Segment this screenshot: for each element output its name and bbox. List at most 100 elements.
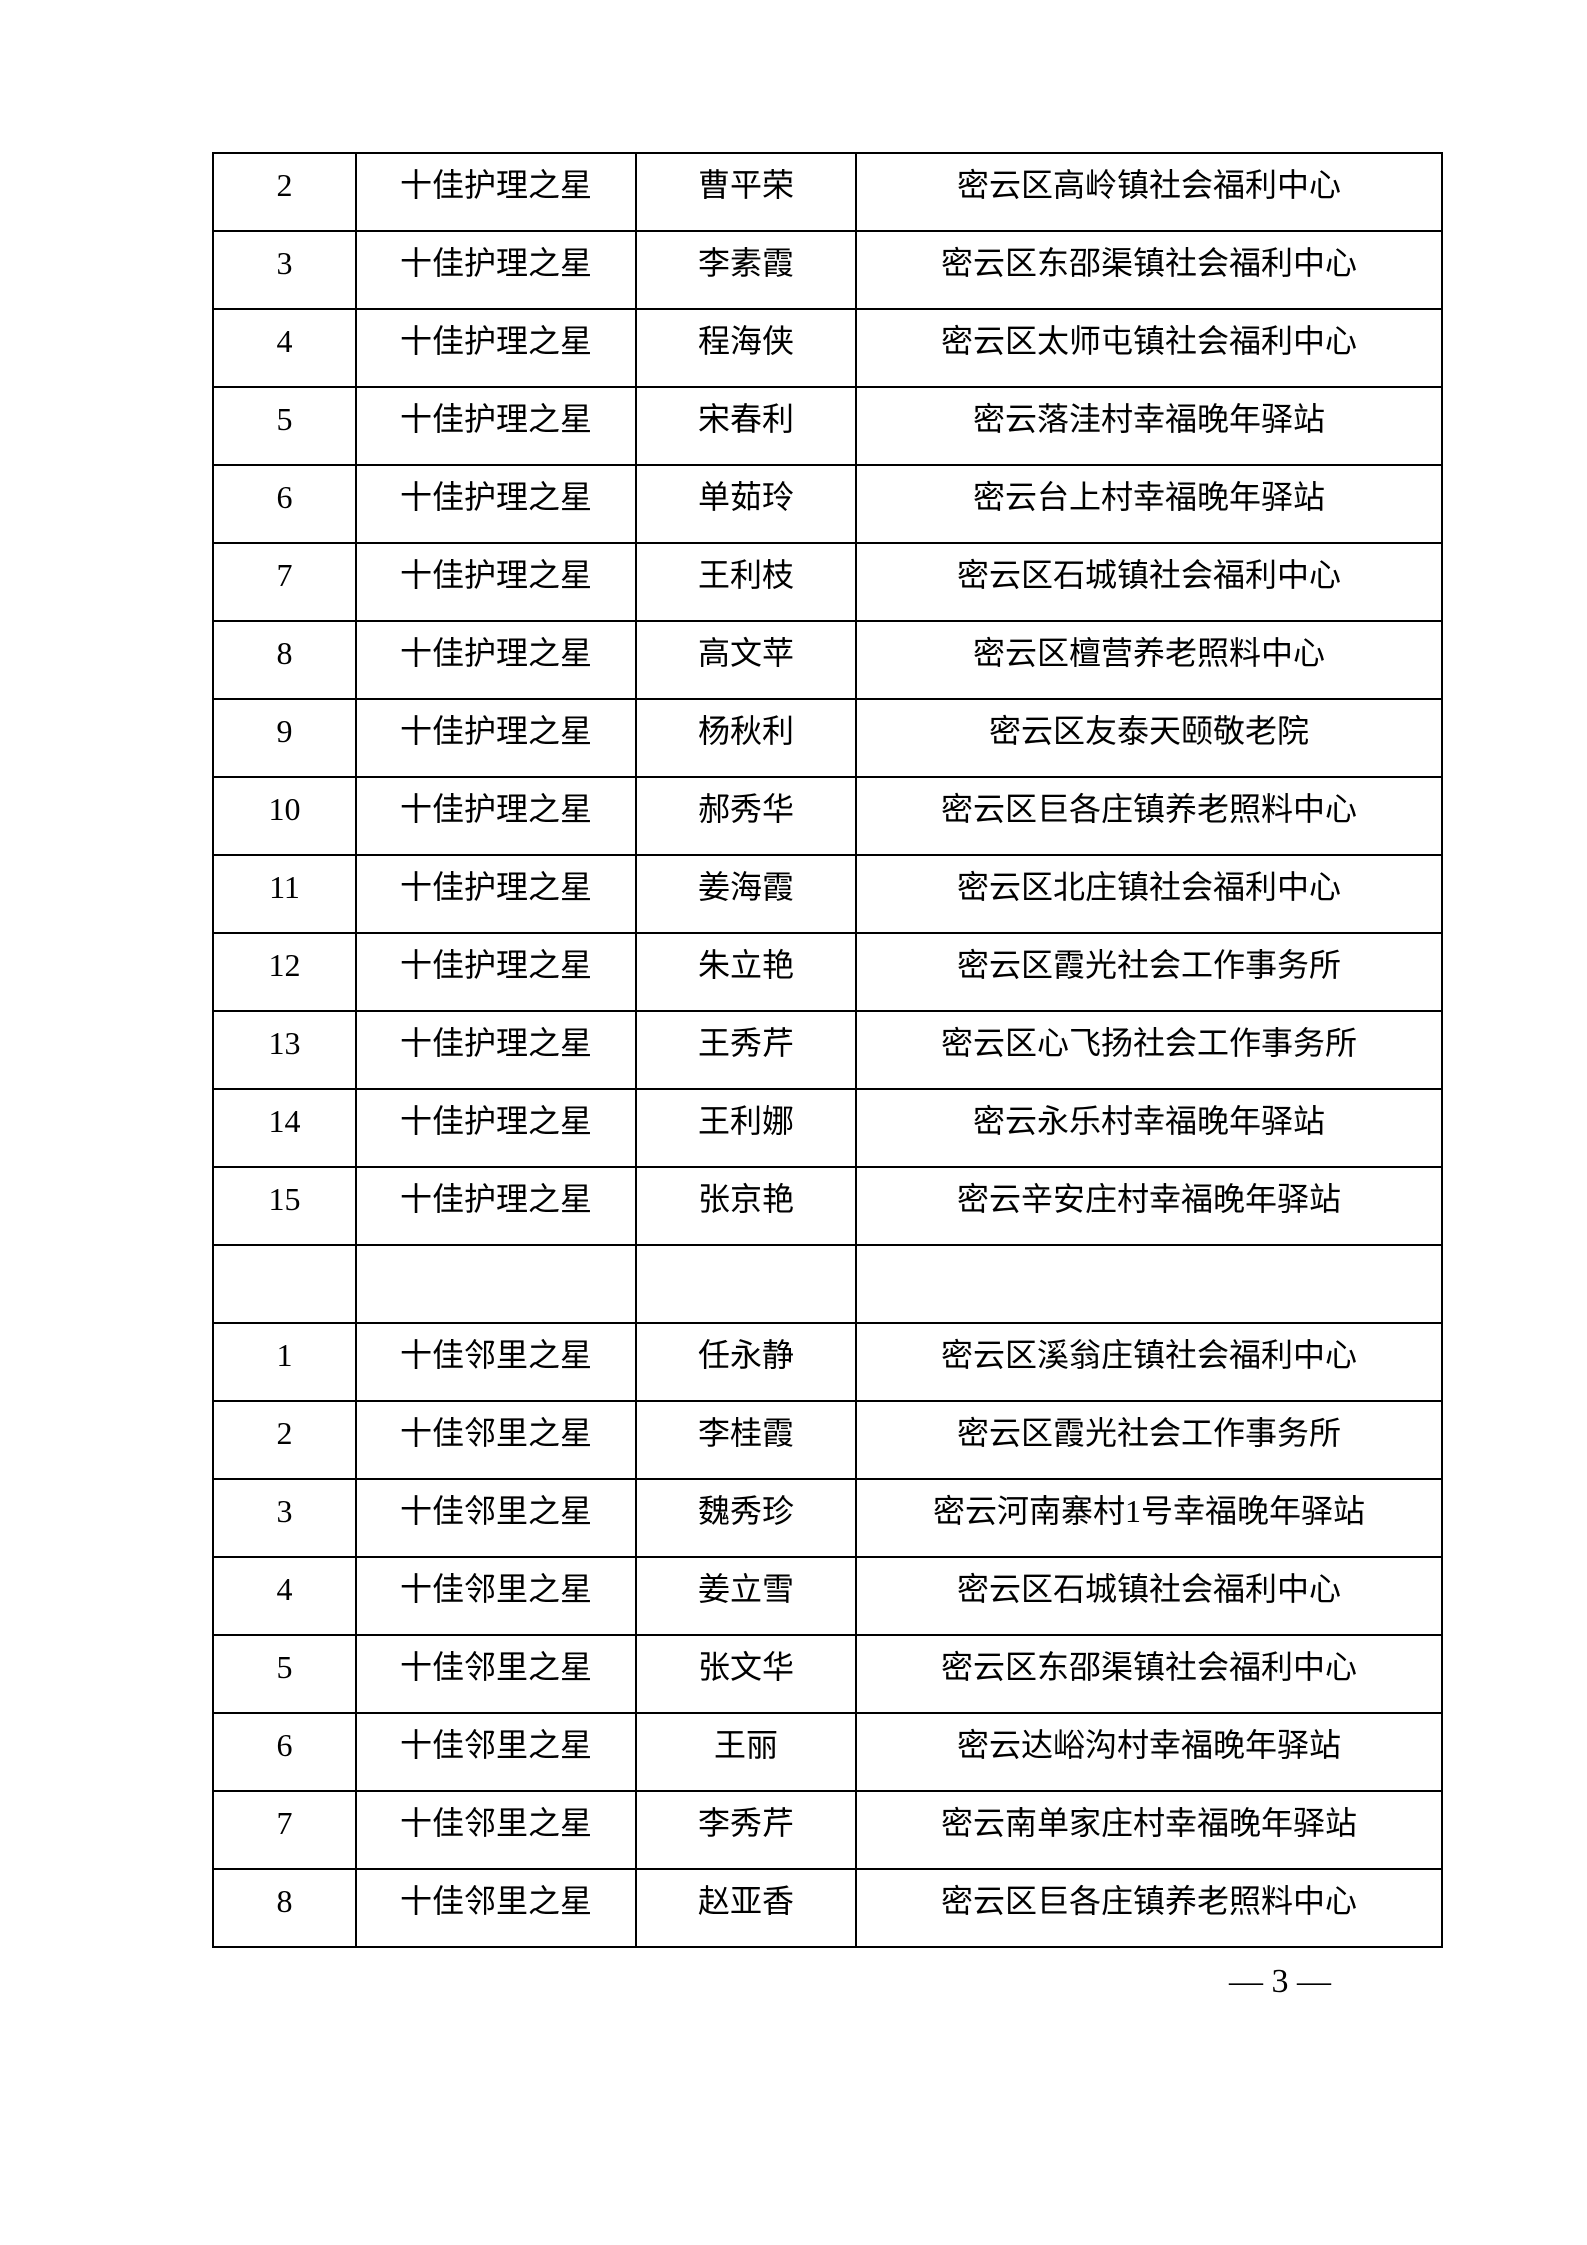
table-row: 9 十佳护理之星 杨秋利 密云区友泰天颐敬老院 [212,698,1443,778]
cell-number: 13 [212,1010,357,1090]
cell-person-name: 李桂霞 [635,1400,857,1480]
cell-person-name: 高文苹 [635,620,857,700]
cell-organization: 密云落洼村幸福晚年驿站 [855,386,1443,466]
cell-number: 8 [212,620,357,700]
cell-award-title: 十佳邻里之星 [355,1790,637,1870]
cell-organization: 密云区友泰天颐敬老院 [855,698,1443,778]
table-row: 5 十佳护理之星 宋春利 密云落洼村幸福晚年驿站 [212,386,1443,466]
cell-number: 2 [212,152,357,232]
cell-number: 9 [212,698,357,778]
cell-organization: 密云区心飞扬社会工作事务所 [855,1010,1443,1090]
table-row: 3 十佳护理之星 李素霞 密云区东邵渠镇社会福利中心 [212,230,1443,310]
cell-organization: 密云区巨各庄镇养老照料中心 [855,1868,1443,1948]
cell-number: 6 [212,1712,357,1792]
cell-number: 3 [212,1478,357,1558]
cell-award-title: 十佳邻里之星 [355,1868,637,1948]
cell-award-title: 十佳邻里之星 [355,1712,637,1792]
table-row: 8 十佳邻里之星 赵亚香 密云区巨各庄镇养老照料中心 [212,1868,1443,1948]
table-row: 4 十佳邻里之星 姜立雪 密云区石城镇社会福利中心 [212,1556,1443,1636]
cell-organization: 密云辛安庄村幸福晚年驿站 [855,1166,1443,1246]
table-row: 7 十佳邻里之星 李秀芹 密云南单家庄村幸福晚年驿站 [212,1790,1443,1870]
cell-organization: 密云区霞光社会工作事务所 [855,1400,1443,1480]
cell-number: 1 [212,1322,357,1402]
cell-person-name: 姜海霞 [635,854,857,934]
cell-award-title: 十佳护理之星 [355,620,637,700]
cell-organization: 密云区溪翁庄镇社会福利中心 [855,1322,1443,1402]
cell-number: 14 [212,1088,357,1168]
cell-number: 10 [212,776,357,856]
cell-award-title: 十佳邻里之星 [355,1478,637,1558]
table-row: 15 十佳护理之星 张京艳 密云辛安庄村幸福晚年驿站 [212,1166,1443,1246]
cell-award-title [355,1244,637,1324]
cell-organization: 密云南单家庄村幸福晚年驿站 [855,1790,1443,1870]
cell-person-name: 宋春利 [635,386,857,466]
cell-person-name: 程海侠 [635,308,857,388]
cell-award-title: 十佳护理之星 [355,854,637,934]
cell-number: 11 [212,854,357,934]
cell-number: 7 [212,1790,357,1870]
cell-organization: 密云达峪沟村幸福晚年驿站 [855,1712,1443,1792]
cell-person-name: 任永静 [635,1322,857,1402]
cell-person-name: 单茹玲 [635,464,857,544]
page-number: — 3 — [1229,1963,1331,2000]
table-row: 10 十佳护理之星 郝秀华 密云区巨各庄镇养老照料中心 [212,776,1443,856]
cell-organization: 密云区霞光社会工作事务所 [855,932,1443,1012]
cell-person-name: 魏秀珍 [635,1478,857,1558]
cell-person-name: 郝秀华 [635,776,857,856]
cell-number: 12 [212,932,357,1012]
cell-award-title: 十佳邻里之星 [355,1400,637,1480]
cell-person-name: 朱立艳 [635,932,857,1012]
cell-award-title: 十佳邻里之星 [355,1322,637,1402]
cell-organization: 密云台上村幸福晚年驿站 [855,464,1443,544]
table-row [212,1244,1443,1324]
cell-person-name: 曹平荣 [635,152,857,232]
cell-award-title: 十佳护理之星 [355,230,637,310]
cell-person-name: 李秀芹 [635,1790,857,1870]
cell-organization: 密云区北庄镇社会福利中心 [855,854,1443,934]
cell-person-name: 李素霞 [635,230,857,310]
cell-award-title: 十佳护理之星 [355,386,637,466]
cell-organization: 密云永乐村幸福晚年驿站 [855,1088,1443,1168]
cell-number: 6 [212,464,357,544]
cell-award-title: 十佳护理之星 [355,776,637,856]
cell-person-name: 王丽 [635,1712,857,1792]
cell-organization: 密云区石城镇社会福利中心 [855,542,1443,622]
cell-award-title: 十佳护理之星 [355,152,637,232]
cell-person-name: 杨秋利 [635,698,857,778]
table-row: 4 十佳护理之星 程海侠 密云区太师屯镇社会福利中心 [212,308,1443,388]
cell-organization: 密云区东邵渠镇社会福利中心 [855,1634,1443,1714]
table-row: 2 十佳护理之星 曹平荣 密云区高岭镇社会福利中心 [212,152,1443,232]
cell-organization: 密云区檀营养老照料中心 [855,620,1443,700]
cell-person-name: 王秀芹 [635,1010,857,1090]
cell-award-title: 十佳邻里之星 [355,1556,637,1636]
cell-number: 5 [212,1634,357,1714]
cell-person-name: 张京艳 [635,1166,857,1246]
cell-person-name: 王利枝 [635,542,857,622]
cell-number: 5 [212,386,357,466]
cell-number: 4 [212,308,357,388]
cell-organization: 密云区石城镇社会福利中心 [855,1556,1443,1636]
table-row: 1 十佳邻里之星 任永静 密云区溪翁庄镇社会福利中心 [212,1322,1443,1402]
cell-award-title: 十佳护理之星 [355,1166,637,1246]
cell-organization: 密云区巨各庄镇养老照料中心 [855,776,1443,856]
cell-organization: 密云河南寨村1号幸福晚年驿站 [855,1478,1443,1558]
cell-person-name: 赵亚香 [635,1868,857,1948]
table-row: 6 十佳护理之星 单茹玲 密云台上村幸福晚年驿站 [212,464,1443,544]
table-row: 5 十佳邻里之星 张文华 密云区东邵渠镇社会福利中心 [212,1634,1443,1714]
cell-award-title: 十佳邻里之星 [355,1634,637,1714]
cell-award-title: 十佳护理之星 [355,1010,637,1090]
cell-award-title: 十佳护理之星 [355,932,637,1012]
table-row: 6 十佳邻里之星 王丽 密云达峪沟村幸福晚年驿站 [212,1712,1443,1792]
table-row: 11 十佳护理之星 姜海霞 密云区北庄镇社会福利中心 [212,854,1443,934]
cell-number: 8 [212,1868,357,1948]
cell-organization: 密云区东邵渠镇社会福利中心 [855,230,1443,310]
cell-person-name [635,1244,857,1324]
cell-number: 7 [212,542,357,622]
cell-person-name: 姜立雪 [635,1556,857,1636]
table-row: 12 十佳护理之星 朱立艳 密云区霞光社会工作事务所 [212,932,1443,1012]
table-row: 3 十佳邻里之星 魏秀珍 密云河南寨村1号幸福晚年驿站 [212,1478,1443,1558]
cell-organization [855,1244,1443,1324]
table-row: 8 十佳护理之星 高文苹 密云区檀营养老照料中心 [212,620,1443,700]
cell-number: 3 [212,230,357,310]
